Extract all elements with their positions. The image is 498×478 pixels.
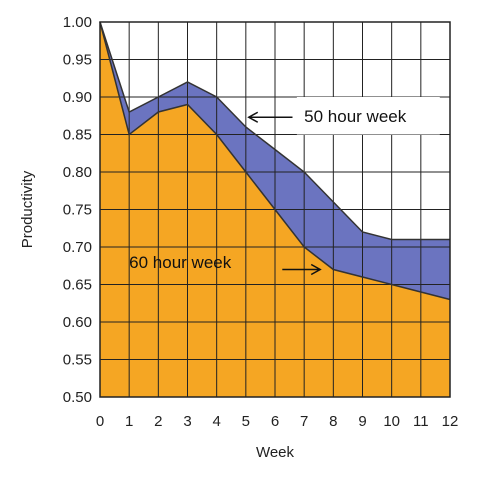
x-tick-label-4: 4 xyxy=(212,413,220,430)
annotation-60h-arrow xyxy=(282,263,322,276)
annotation-60-hour-week: 60 hour week xyxy=(129,253,232,272)
y-tick-label-5: 0.75 xyxy=(63,202,92,219)
line-60-hour-week xyxy=(99,21,451,301)
x-tick-label-7: 7 xyxy=(300,413,308,430)
annotation-50h-arrow xyxy=(247,111,293,123)
x-tick-label-12: 12 xyxy=(442,413,459,430)
y-tick-labels: 0.50 0.55 0.60 0.65 0.70 0.75 0.80 0.85 0.90 0.95… xyxy=(63,14,92,406)
x-tick-label-8: 8 xyxy=(329,413,337,430)
y-tick-label-9: 0.95 xyxy=(63,52,92,69)
x-tick-label-0: 0 xyxy=(96,413,104,430)
x-tick-label-11: 11 xyxy=(413,413,429,430)
y-tick-label-4: 0.70 xyxy=(63,239,92,256)
series-outline-layer xyxy=(99,21,451,301)
x-tick-label-6: 6 xyxy=(271,413,279,430)
y-axis-label: Productivity xyxy=(19,170,36,248)
x-tick-label-5: 5 xyxy=(242,413,250,430)
y-tick-label-10: 1.00 xyxy=(63,14,92,31)
x-axis-label: Week xyxy=(256,444,295,461)
annotation-50h-background xyxy=(296,97,440,135)
y-tick-label-2: 0.60 xyxy=(63,314,92,331)
y-tick-label-3: 0.65 xyxy=(63,277,92,294)
line-50-hour-week xyxy=(99,21,450,241)
annotation-layer: 50 hour week 60 hour week xyxy=(129,97,440,276)
y-tick-label-8: 0.90 xyxy=(63,89,92,106)
x-tick-labels: 0 1 2 3 4 5 6 7 8 9 10 11 12 xyxy=(96,413,459,430)
plot-frame xyxy=(99,21,451,398)
y-tick-label-6: 0.80 xyxy=(63,164,92,181)
annotation-50-hour-week: 50 hour week xyxy=(304,107,407,126)
x-tick-label-9: 9 xyxy=(358,413,366,430)
x-tick-label-3: 3 xyxy=(183,413,191,430)
y-tick-label-1: 0.55 xyxy=(63,352,92,369)
x-tick-label-10: 10 xyxy=(383,413,400,430)
x-tick-label-1: 1 xyxy=(125,413,133,430)
y-tick-label-0: 0.50 xyxy=(63,389,92,406)
x-tick-label-2: 2 xyxy=(154,413,162,430)
y-tick-label-7: 0.85 xyxy=(63,127,92,144)
